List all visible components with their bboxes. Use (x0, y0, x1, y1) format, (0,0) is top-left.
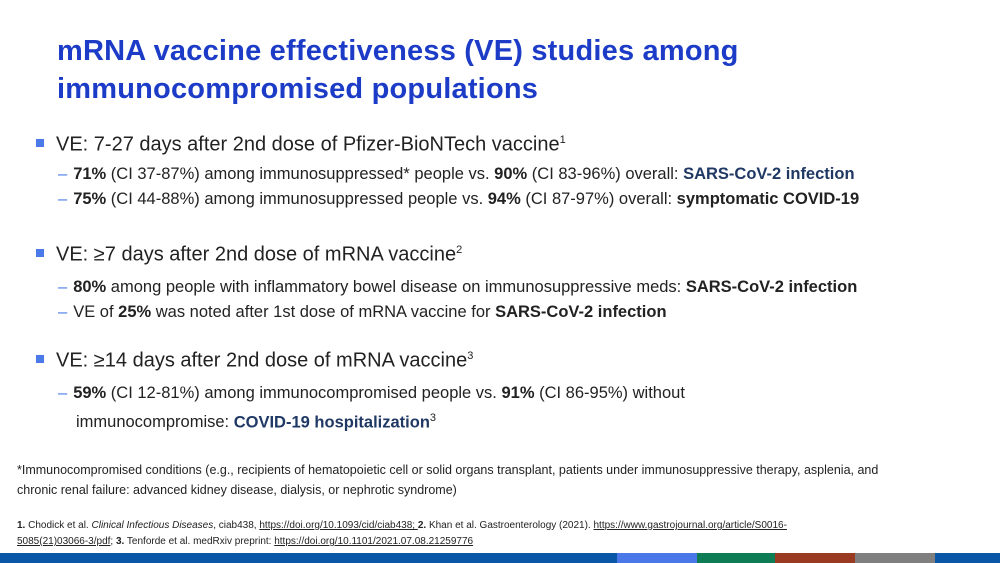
bullet-icon (36, 248, 44, 257)
text: (CI 37-87%) among immunosuppressed* peop… (106, 164, 495, 183)
bar-segment (775, 553, 855, 563)
slide-title: mRNA vaccine effectiveness (VE) studies … (57, 32, 739, 108)
text: among people with inflammatory bowel dis… (106, 277, 686, 296)
ref-number: 1. (17, 520, 26, 531)
section-1: VE: 7-27 days after 2nd dose of Pfizer-B… (36, 127, 859, 212)
heading-text: VE: 7-27 days after 2nd dose of Pfizer-B… (56, 133, 560, 156)
list-item: – VE of 25% was noted after 1st dose of m… (58, 302, 667, 321)
text: (CI 87-97%) overall: (520, 189, 677, 208)
list-item: –80% among people with inflammatory bowe… (58, 277, 858, 296)
text: (CI 83-96%) overall: (527, 164, 684, 183)
bullet-icon (36, 138, 44, 147)
ref-text: Tenforde et al. medRxiv preprint: (124, 536, 275, 547)
footnote-line: *Immunocompromised conditions (e.g., rec… (17, 463, 879, 477)
value: 71% (73, 164, 107, 183)
outcome: SARS-CoV-2 infection (683, 164, 855, 183)
heading-text: VE: ≥7 days after 2nd dose of mRNA vacci… (56, 243, 457, 266)
list-item: –75% (CI 44-88%) among immunosuppressed … (58, 189, 860, 208)
ref-link[interactable]: https://doi.org/10.1101/2021.07.08.21259… (274, 536, 474, 547)
text: (CI 86-95%) without (534, 383, 685, 402)
section-3: VE: ≥14 days after 2nd dose of mRNA vacc… (36, 343, 685, 435)
value: 59% (73, 383, 107, 402)
footnote: *Immunocompromised conditions (e.g., rec… (17, 460, 977, 500)
ref-sup: 2 (456, 244, 463, 256)
ref-text: , ciab438, (213, 520, 260, 531)
outcome: symptomatic COVID-19 (676, 189, 860, 208)
references: 1. Chodick et al. Clinical Infectious Di… (17, 518, 977, 550)
footer-color-bar (0, 553, 1000, 563)
list-item: –71% (CI 37-87%) among immunosuppressed*… (58, 164, 855, 183)
value: 91% (501, 383, 535, 402)
journal: Clinical Infectious Diseases (91, 520, 214, 531)
ref-sup: 3 (467, 350, 474, 362)
value: 80% (73, 277, 107, 296)
ref-text: Chodick et al. (25, 520, 92, 531)
title-line-1: mRNA vaccine effectiveness (VE) studies … (57, 35, 739, 67)
text: (CI 12-81%) among immunocompromised peop… (106, 383, 502, 402)
bar-segment (855, 553, 935, 563)
text: (CI 44-88%) among immunosuppressed peopl… (106, 189, 488, 208)
ref-sup: 3 (429, 411, 437, 424)
outcome: SARS-CoV-2 infection (495, 302, 667, 321)
bar-segment (697, 553, 775, 563)
text: VE of (73, 302, 119, 321)
bar-segment (617, 553, 697, 563)
section-heading: VE: ≥14 days after 2nd dose of mRNA vacc… (36, 343, 685, 374)
ref-link[interactable]: https://doi.org/10.1093/cid/ciab438; (259, 520, 418, 531)
ref-link[interactable]: 5085(21)03066-3/pdf (17, 536, 111, 547)
text: was noted after 1st dose of mRNA vaccine… (151, 302, 496, 321)
footnote-line: chronic renal failure: advanced kidney d… (17, 483, 457, 497)
bullet-icon (36, 354, 44, 363)
ref-text: Khan et al. Gastroenterology (2021). (426, 520, 594, 531)
outcome: COVID-19 hospitalization (233, 413, 430, 432)
value: 25% (118, 302, 152, 321)
value: 75% (73, 189, 107, 208)
section-2: VE: ≥7 days after 2nd dose of mRNA vacci… (36, 237, 857, 325)
outcome: SARS-CoV-2 infection (685, 277, 858, 296)
title-line-2: immunocompromised populations (57, 73, 539, 105)
value: 94% (487, 189, 521, 208)
bar-segment (935, 553, 1000, 563)
ref-number: 2. (417, 520, 427, 531)
ref-number: 3. (115, 536, 125, 547)
heading-text: VE: ≥14 days after 2nd dose of mRNA vacc… (56, 349, 468, 372)
section-heading: VE: 7-27 days after 2nd dose of Pfizer-B… (36, 127, 859, 158)
separator: ; (110, 536, 116, 547)
bar-segment (0, 553, 617, 563)
text: immunocompromise: (76, 413, 234, 432)
ref-sup: 1 (559, 134, 566, 146)
value: 90% (494, 164, 528, 183)
ref-link[interactable]: https://www.gastrojournal.org/article/S0… (593, 520, 787, 531)
list-item: –59% (CI 12-81%) among immunocompromised… (58, 383, 685, 432)
section-heading: VE: ≥7 days after 2nd dose of mRNA vacci… (36, 237, 857, 268)
